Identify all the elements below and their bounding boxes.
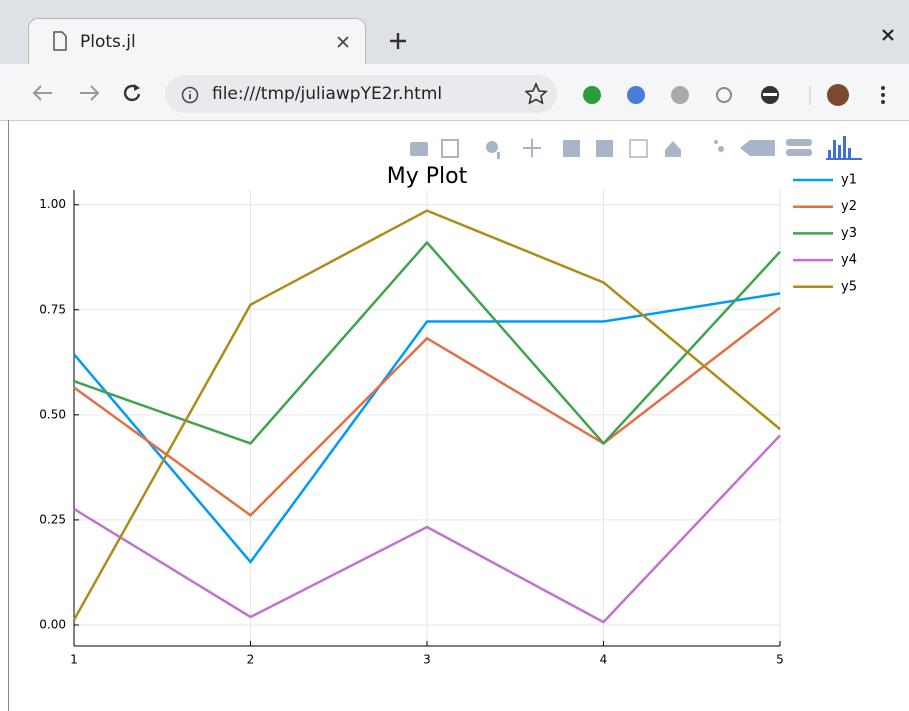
omnibox[interactable] (165, 75, 557, 113)
legend-label: y5 (841, 279, 857, 294)
chart: My Plot 1 2 3 4 5 0.00 0.25 0.50 0.75 1.00 y1 y2 y3 y… (39, 136, 862, 667)
info-icon[interactable] (180, 85, 200, 105)
series-line (72, 209, 781, 621)
new-tab[interactable] (388, 31, 408, 51)
nav-buttons[interactable] (30, 80, 160, 106)
y-tick-label: 0.50 (39, 407, 66, 421)
window-border (8, 120, 9, 711)
y-tick-label: 0.00 (39, 617, 66, 631)
window-close[interactable] (881, 28, 895, 42)
x-tick-label: 5 (776, 653, 784, 667)
series-line (73, 240, 781, 446)
series-line (73, 306, 781, 517)
x-tick-label: 3 (423, 653, 431, 667)
plot-modebar[interactable] (410, 136, 862, 160)
legend-label: y3 (841, 226, 857, 241)
tab-close[interactable] (336, 35, 350, 49)
y-tick-label: 1.00 (39, 197, 66, 211)
legend-label: y2 (841, 199, 857, 214)
x-tick-label: 1 (70, 653, 78, 667)
x-tick-label: 2 (247, 653, 255, 667)
y-tick-label: 0.75 (39, 302, 66, 316)
legend-label: y1 (841, 173, 857, 188)
legend-label: y4 (841, 253, 857, 268)
series-line (73, 292, 781, 564)
series-line (73, 434, 781, 624)
toolbar-icons[interactable] (525, 82, 905, 108)
tab[interactable] (28, 18, 366, 64)
tab-title: Plots.jl (80, 32, 136, 52)
y-tick-label: 0.25 (39, 512, 66, 526)
url[interactable]: file:///tmp/juliawpYE2r.html (212, 84, 443, 104)
page-icon (53, 31, 67, 51)
chart-title: My Plot (387, 164, 468, 189)
x-tick-label: 4 (600, 653, 608, 667)
